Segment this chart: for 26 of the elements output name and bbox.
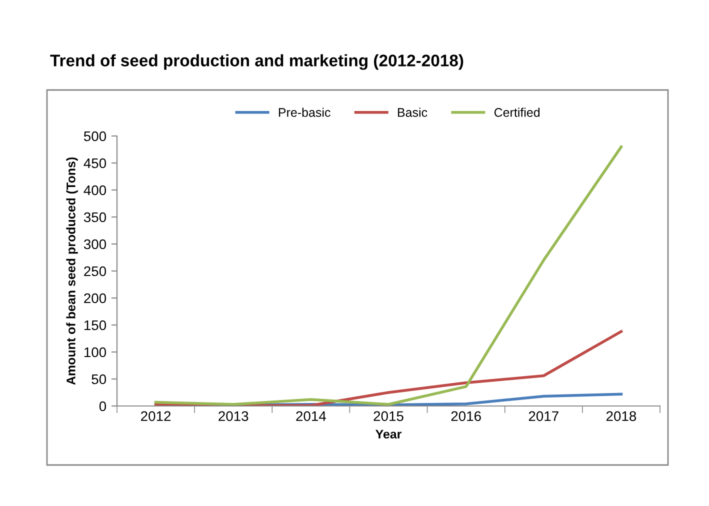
y-tick-label: 500 (84, 131, 106, 142)
x-tick-label: 2014 (296, 411, 326, 422)
y-tick-label: 350 (84, 212, 106, 222)
y-tick-label: 100 (84, 347, 106, 358)
y-axis-title: Amount of bean seed produced (Tons) (66, 157, 78, 385)
y-tick-label: 400 (84, 185, 106, 196)
x-tick-label: 2013 (218, 411, 248, 422)
y-tick-label: 450 (84, 158, 106, 168)
y-tick-label: 150 (84, 320, 106, 330)
y-tick-label: 0 (99, 401, 106, 412)
line-series (154, 145, 623, 406)
legend-label: Certified (494, 108, 540, 117)
y-tick-label: 300 (84, 239, 106, 250)
x-tick-label: 2018 (606, 411, 636, 422)
legend-label: Pre-basic (278, 108, 330, 117)
x-tick-label: 2016 (451, 411, 481, 422)
x-tick-label: 2017 (528, 411, 558, 422)
line-series (154, 330, 623, 406)
chart-title: Trend of seed production and marketing (2012-2018) (50, 54, 464, 70)
y-tick-label: 50 (92, 374, 106, 384)
legend-label: Basic (398, 108, 428, 117)
x-tick-label: 2012 (141, 411, 171, 422)
y-tick-label: 250 (84, 266, 106, 276)
y-tick-label: 200 (84, 293, 106, 304)
x-axis-title: Year (376, 430, 402, 439)
x-tick-label: 2015 (374, 411, 404, 422)
